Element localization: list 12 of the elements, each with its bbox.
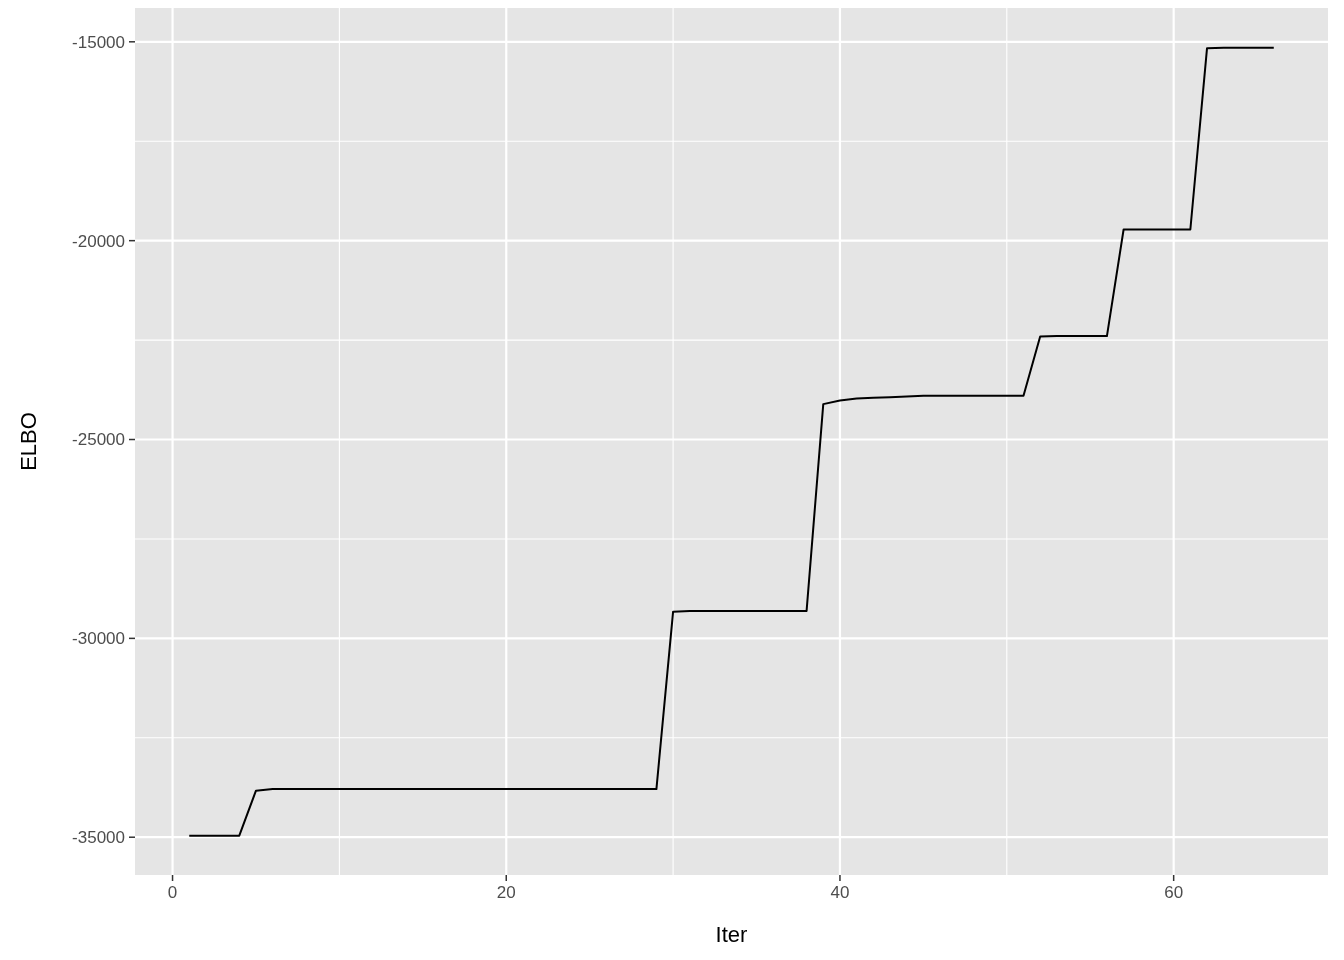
x-axis-title: Iter [715, 922, 748, 947]
y-tick-label: -25000 [72, 430, 125, 450]
x-tick-label: 40 [830, 883, 850, 902]
y-tick-label: -35000 [72, 828, 125, 848]
y-tick-label: -30000 [72, 629, 125, 649]
x-tick-label: 0 [167, 883, 178, 902]
x-tick-label: 60 [1164, 883, 1184, 902]
line-series [188, 46, 1275, 837]
y-axis-title: ELBO [16, 412, 41, 471]
x-tick-label: 20 [496, 883, 516, 902]
y-tick-label: -15000 [72, 32, 125, 52]
y-tick-label: -20000 [72, 231, 125, 251]
